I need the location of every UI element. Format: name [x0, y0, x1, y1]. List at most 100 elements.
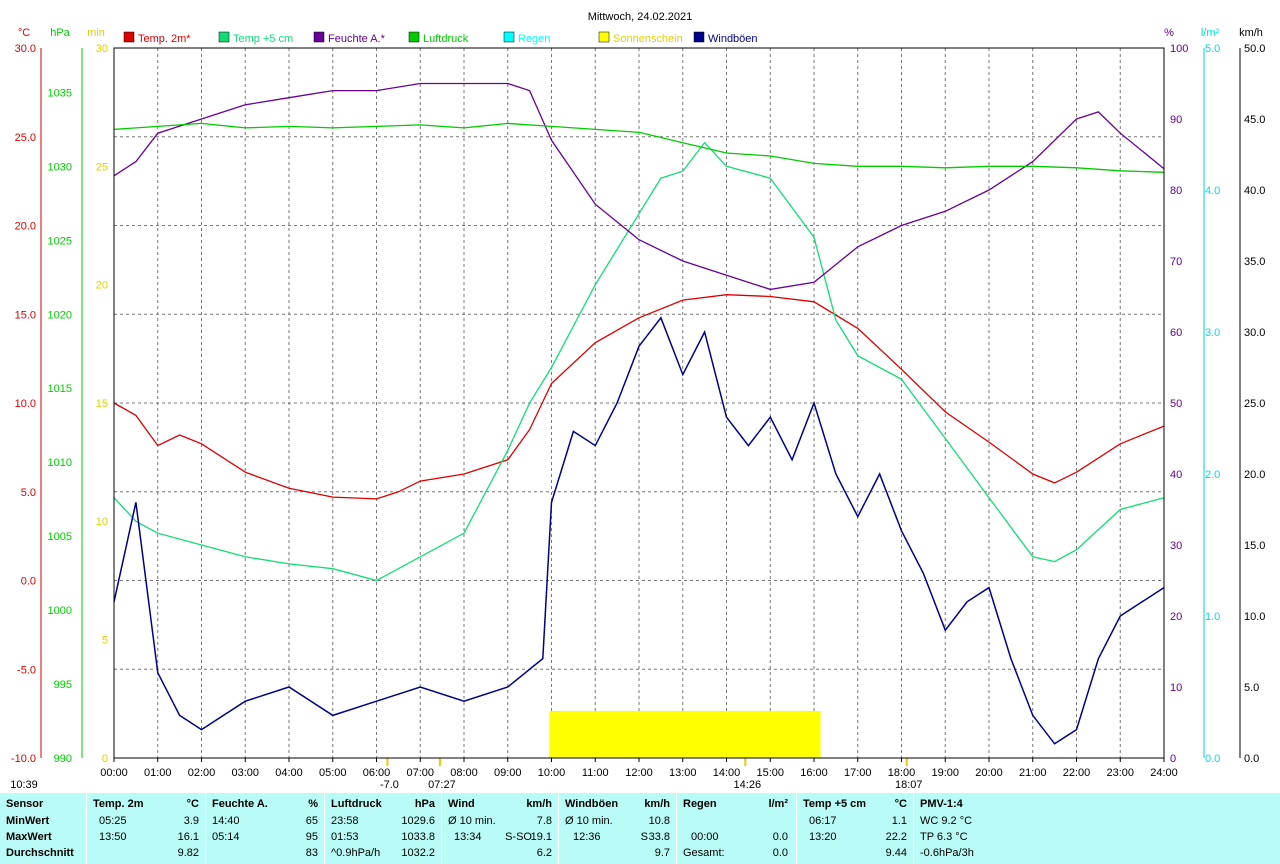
pressure-tick: 1000	[48, 605, 72, 617]
t5-min-value: 1.1	[891, 815, 907, 827]
humidity-tick: 70	[1170, 256, 1182, 268]
wind-unit-label: km/h	[1239, 27, 1263, 39]
pressure-unit-label: hPa	[50, 27, 70, 39]
gust-max-value: 33.8	[648, 831, 670, 843]
x-tick-label: 22:00	[1063, 767, 1091, 779]
temp-tick: 5.0	[21, 487, 36, 499]
hum-min-time: 14:40	[212, 815, 240, 827]
rain-unit-label: l/m²	[1201, 27, 1220, 39]
legend-label: Regen	[518, 33, 550, 45]
temp-min-time: 05:25	[99, 815, 127, 827]
legend-swatch	[218, 31, 230, 43]
stats-rain: Regen l/m² 00:00 0.0 Gesamt: 0.0	[677, 793, 796, 864]
wind-avg-value: 6.2	[536, 847, 552, 859]
gust-avg10-value: 10.8	[648, 815, 670, 827]
stats-pressure: Luftdruck hPa 23:58 1029.6 01:53 1033.8 ^0.…	[325, 793, 441, 864]
wind-tick: 45.0	[1244, 114, 1265, 126]
legend-label: Temp +5 cm	[233, 33, 293, 45]
stats-temp5cm: Temp +5 cm °C 06:17 1.1 13:20 22.2 9.44	[797, 793, 913, 864]
press-unit: hPa	[414, 798, 435, 810]
stats-pmv: PMV-1:4 WC 9.2 °C TP 6.3 °C -0.6hPa/3h	[914, 793, 1034, 864]
gust-max-time: 12:36	[573, 831, 601, 843]
x-tick-label: 15:00	[756, 767, 784, 779]
avg-label: Durchschnitt	[6, 847, 74, 859]
statistics-table: Sensor MinWert MaxWert Durchschnitt Temp…	[0, 793, 1280, 864]
humidity-tick: 50	[1170, 398, 1182, 410]
minutes-tick: 25	[96, 161, 108, 173]
sunshine-bar	[549, 711, 821, 758]
t5-max-time: 13:20	[809, 831, 837, 843]
series-lines	[113, 82, 1165, 745]
sunrise-label: 10:39	[10, 779, 38, 791]
temp-min-value: 3.9	[183, 815, 199, 827]
temp-max-value: 16.1	[177, 831, 199, 843]
x-tick-label: 02:00	[188, 767, 216, 779]
hum-avg-value: 83	[305, 847, 318, 859]
legend-swatch	[693, 31, 705, 43]
pmv-pressure-trend: -0.6hPa/3h	[920, 847, 974, 859]
press-header: Luftdruck	[331, 798, 382, 810]
minutes-unit-label: min	[87, 27, 105, 39]
hum-unit: %	[308, 798, 318, 810]
hum-header: Feuchte A.	[212, 798, 268, 810]
rain-tick: 2.0	[1205, 469, 1220, 481]
legend-swatch	[123, 31, 135, 43]
x-tick-label: 08:00	[450, 767, 478, 779]
legend-label: Luftdruck	[423, 33, 469, 45]
temp-tick: -5.0	[17, 664, 36, 676]
t5-unit: °C	[894, 798, 907, 810]
temp-unit: °C	[186, 798, 199, 810]
rain-total-label: Gesamt:	[683, 847, 725, 859]
min-label: MinWert	[6, 815, 50, 827]
x-tick-label: 17:00	[844, 767, 872, 779]
rain-max-time: 00:00	[691, 831, 719, 843]
x-tick-label: 18:00	[888, 767, 916, 779]
legend-label: Feuchte A.*	[328, 33, 386, 45]
temp-tick: 15.0	[15, 309, 36, 321]
wind-header: Wind	[448, 798, 475, 810]
pmv-dewpoint: TP 6.3 °C	[920, 831, 968, 843]
legend-swatch	[598, 31, 610, 43]
x-tick-label: 12:00	[625, 767, 653, 779]
x-tick-label: 19:00	[931, 767, 959, 779]
minutes-tick: 15	[96, 398, 108, 410]
temp-unit-label: °C	[18, 27, 30, 39]
minutes-tick: 0	[102, 753, 108, 765]
wind-tick: 25.0	[1244, 398, 1265, 410]
axis-unit-labels: °C hPa min% l/m² km/h	[18, 27, 1263, 39]
temp-tick: -10.0	[11, 753, 36, 765]
gust-max-direction: S	[640, 831, 648, 843]
gust-avg10-label: Ø 10 min.	[565, 815, 613, 827]
legend-label: Sonnenschein	[613, 33, 683, 45]
wind-max-value: 19.1	[530, 831, 552, 843]
event-marker-label: 18:07	[895, 779, 923, 791]
weather-chart: Mittwoch, 24.02.2021 Temp. 2m* Temp +5 cm…	[10, 11, 1265, 791]
wind-tick: 20.0	[1244, 469, 1265, 481]
x-tick-label: 13:00	[669, 767, 697, 779]
temp-tick: 10.0	[15, 398, 36, 410]
x-axis-ticks: 00:00 01:00 02:00 03:00 04:00 05:00 06:00 07:00…	[100, 758, 1178, 779]
x-tick-label: 07:00	[406, 767, 434, 779]
minutes-tick: 20	[96, 280, 108, 292]
rain-max-value: 0.0	[772, 831, 788, 843]
x-tick-label: 03:00	[231, 767, 259, 779]
press-min-time: 23:58	[331, 815, 359, 827]
wind-tick: 35.0	[1244, 256, 1265, 268]
x-tick-label: 06:00	[363, 767, 391, 779]
wind-tick: 40.0	[1244, 185, 1265, 197]
humidity-tick: 10	[1170, 682, 1182, 694]
x-tick-label: 10:00	[538, 767, 566, 779]
legend-label: Temp. 2m*	[138, 33, 191, 45]
series-line	[113, 316, 1165, 745]
x-tick-label: 11:00	[582, 767, 609, 779]
humidity-tick: 80	[1170, 185, 1182, 197]
pmv-header: PMV-1:4	[920, 798, 963, 810]
pressure-tick: 1005	[48, 531, 72, 543]
series-line	[113, 141, 1165, 582]
minutes-tick: 5	[102, 635, 108, 647]
temp-tick: 25.0	[15, 132, 36, 144]
temp-max-time: 13:50	[99, 831, 127, 843]
t5-header: Temp +5 cm	[803, 798, 867, 810]
humidity-tick: 60	[1170, 327, 1182, 339]
event-marker-label: 07:27	[428, 779, 456, 791]
